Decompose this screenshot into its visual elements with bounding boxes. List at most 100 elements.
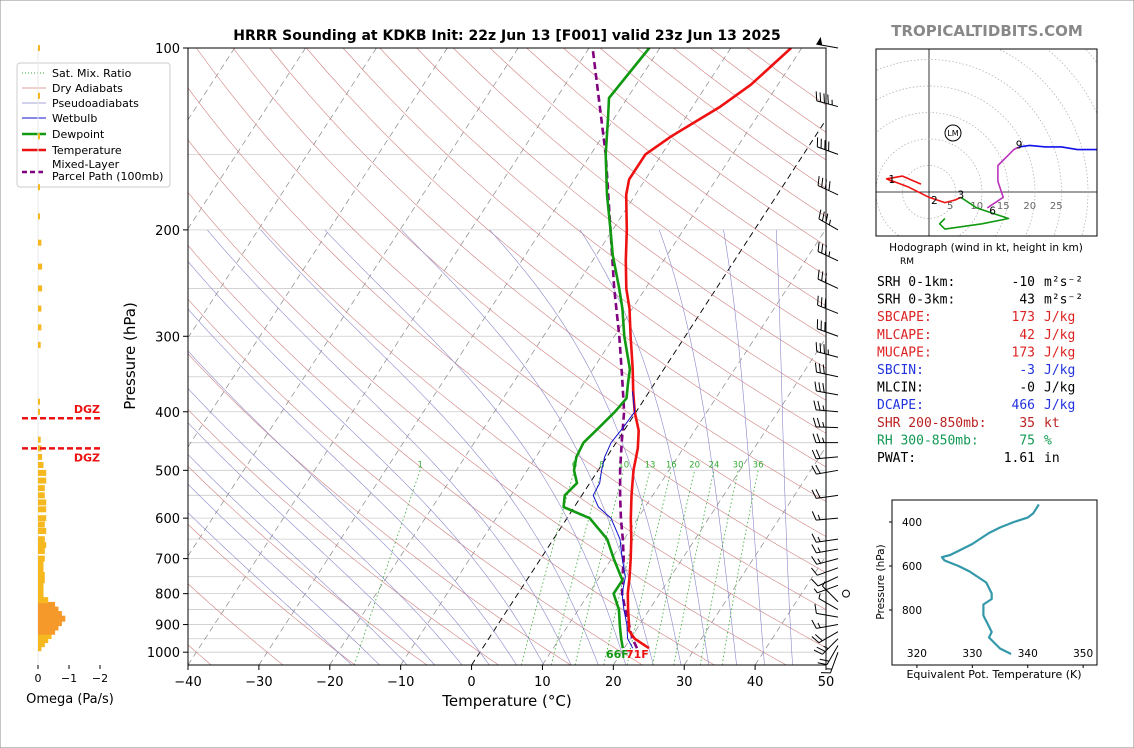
barb-full: [824, 298, 827, 309]
barb-full: [821, 211, 825, 221]
barb-staff: [818, 598, 839, 610]
mixing-ratio-label: 36: [753, 460, 764, 470]
omega-bar: [38, 601, 56, 608]
barb-full: [811, 578, 819, 587]
legend-entry-line: Parcel Path (100mb): [52, 170, 163, 183]
y-tick-label: 900: [155, 619, 180, 634]
barb-half: [831, 99, 833, 106]
barb-full: [824, 273, 827, 283]
barb-staff: [816, 43, 839, 49]
hodo-ring: [997, 49, 1089, 236]
barb-half: [818, 593, 821, 599]
index-label: SBCIN:: [877, 363, 924, 378]
isotherm: [400, 48, 802, 665]
legend-entry: Dry Adiabats: [52, 82, 123, 95]
hodo-height-label: 1: [889, 174, 896, 186]
omega-x-tick-label: −1: [61, 672, 77, 685]
mixing-ratio-label: 13: [645, 460, 656, 470]
y-tick-label: 100: [155, 42, 180, 57]
barb-full: [828, 181, 831, 191]
hodo-segment: [1018, 144, 1097, 151]
index-unit: kt: [1044, 416, 1060, 431]
dry-adiabat: [188, 353, 571, 665]
pseudoadiabat: [188, 454, 408, 665]
theta-e-x-tick-label: 320: [907, 648, 927, 660]
index-label: SBCAPE:: [877, 310, 932, 325]
barb-full: [822, 382, 825, 393]
y-tick-label: 700: [155, 553, 180, 568]
parcel-path-line: [591, 48, 639, 649]
theta-e-axes: 320 330 340 350 400 600 800: [889, 517, 1093, 668]
dry-adiabat: [188, 139, 826, 649]
index-unit: m²s⁻²: [1044, 275, 1083, 290]
wind-barb: [817, 176, 839, 196]
hodo-ring-label: 5: [947, 201, 953, 212]
hodo-ring: [902, 165, 956, 219]
omega-bar: [38, 324, 42, 331]
omega-bar: [38, 528, 47, 534]
omega-bar: [38, 645, 42, 652]
mixing-ratio-line: [721, 470, 759, 665]
index-unit: J/kg: [1044, 345, 1075, 360]
wind-barb: [812, 433, 838, 444]
index-row: MUCAPE: 173 J/kg: [877, 345, 1075, 360]
hodo-ring-label: 20: [1023, 201, 1036, 212]
index-value: -0: [1019, 381, 1035, 396]
index-label: SRH 0-1km:: [877, 275, 955, 290]
theta-e-x-tick-label: 350: [1073, 648, 1093, 660]
barb-half: [827, 349, 829, 355]
barb-staff: [822, 585, 839, 603]
index-value: 75: [1019, 433, 1035, 448]
dry-adiabat: [379, 48, 826, 401]
pseudoadiabat: [188, 483, 380, 665]
omega-bar: [38, 462, 44, 468]
theta-e-x-tick-label: 340: [1018, 648, 1038, 660]
omega-bar: [38, 637, 49, 644]
index-unit: J/kg: [1044, 381, 1075, 396]
index-row: SHR 200-850mb: 35 kt: [877, 416, 1060, 431]
omega-bar: [38, 548, 45, 554]
barb-full: [816, 646, 826, 652]
barb-full: [820, 672, 831, 674]
barb-full: [821, 177, 824, 188]
hodo-ring-label: 15: [997, 201, 1010, 212]
omega-x-tick-label: −2: [92, 672, 108, 685]
dry-adiabat: [188, 87, 826, 611]
barb-full: [811, 511, 817, 521]
omega-bar: [38, 239, 42, 246]
barb-half: [817, 514, 821, 520]
barb-full: [817, 662, 828, 666]
wind-barb: [818, 593, 839, 610]
index-value: 1.61: [1004, 451, 1035, 466]
index-value: 466: [1012, 398, 1035, 413]
barb-full: [816, 319, 819, 329]
barb-full: [811, 449, 817, 459]
legend-entry: Dewpoint: [52, 128, 105, 141]
hodo-ring-label: 25: [1050, 201, 1063, 212]
index-value: 35: [1019, 416, 1035, 431]
barb-half: [823, 645, 829, 650]
surface-dewpoint-label: 66F: [606, 648, 629, 661]
y-tick-label: 600: [155, 512, 180, 527]
omega-bar: [38, 633, 52, 639]
omega-bar: [38, 499, 47, 506]
barb-full: [824, 245, 827, 255]
legend-entry: Sat. Mix. Ratio: [52, 67, 132, 80]
wind-barb: [816, 319, 839, 337]
dry-adiabat: [232, 48, 826, 537]
omega-bar: [38, 305, 42, 312]
mixing-ratio-line: [521, 470, 575, 665]
barb-full: [815, 342, 818, 352]
mixing-ratio-label: 30: [733, 460, 744, 470]
hodo-ring-label: 10: [970, 201, 983, 212]
index-value: -3: [1019, 363, 1035, 378]
wind-barb: [815, 91, 839, 108]
omega-bar: [38, 213, 40, 220]
x-tick-label: −40: [174, 675, 201, 690]
omega-bar: [38, 597, 49, 604]
legend-entry: Wetbulb: [52, 112, 97, 125]
hodo-segment: [986, 146, 1020, 209]
dry-adiabat: [306, 48, 826, 468]
omega-bar: [38, 521, 45, 528]
barb-full: [814, 362, 817, 373]
